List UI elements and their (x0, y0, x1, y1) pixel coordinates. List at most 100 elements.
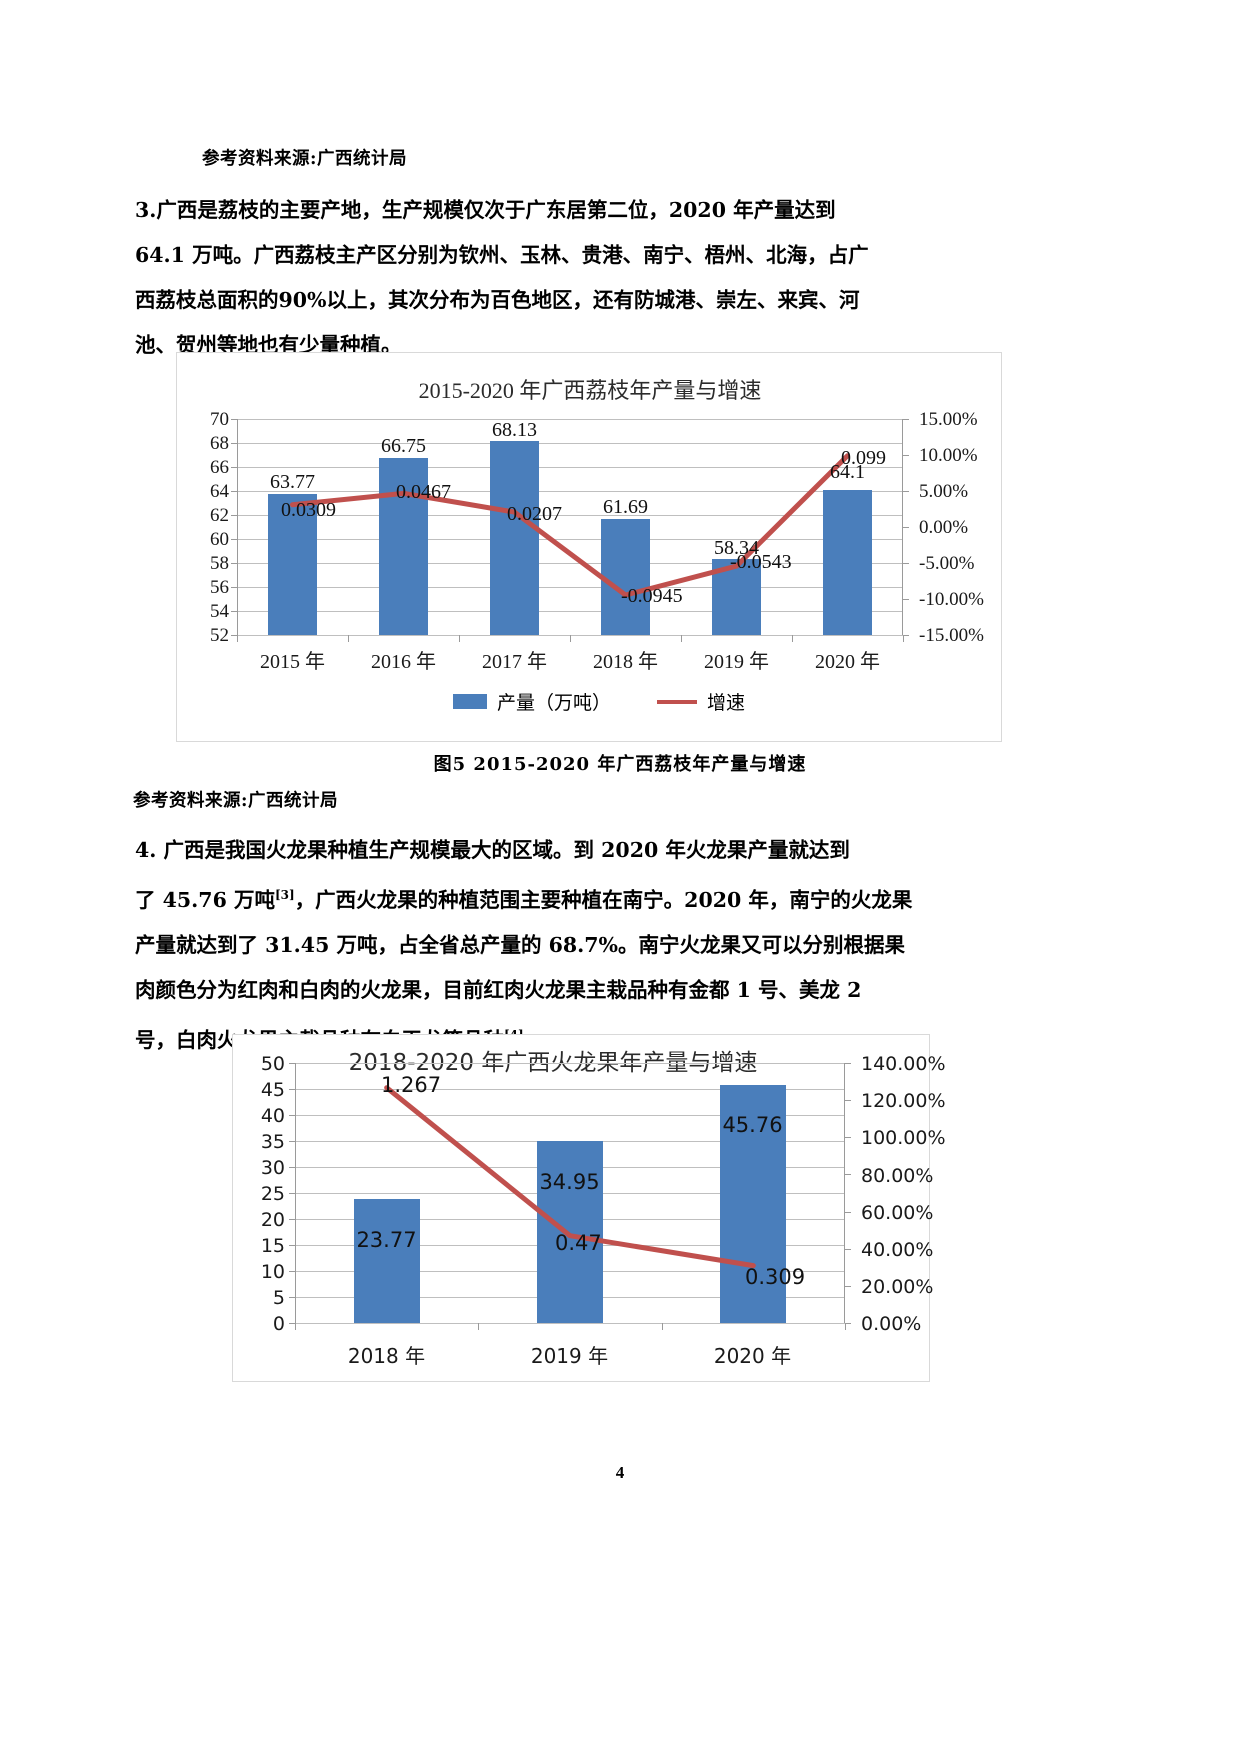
chart2-xtick-1: 2019 年 (530, 1344, 609, 1368)
y2-tick (845, 1063, 851, 1064)
y2-tick (845, 1174, 851, 1176)
page-number: 4 (615, 1463, 625, 1482)
y-tick (289, 1063, 295, 1064)
y2-tick (903, 527, 909, 528)
chart2-ytick-5: 25 (260, 1183, 285, 1205)
chart2-ytick-10: 0 (272, 1313, 285, 1335)
chart1-line-label-1: 0.0467 (396, 481, 451, 503)
paragraph-3-line-3: 西荔枝总面积的90%以上，其次分布为百色地区，还有防城港、崇左、来宾、河 (135, 288, 860, 312)
gridline (295, 1323, 845, 1324)
growth-rate-line (290, 453, 850, 598)
chart1-title: 2015-2020 年广西荔枝年产量与增速 (418, 378, 762, 403)
gridline (237, 491, 903, 492)
y-tick (289, 1167, 295, 1168)
y2-tick (903, 563, 909, 564)
chart1-y2tick-0: 15.00% (919, 409, 978, 430)
chart1-bar-label-0: 63.77 (270, 471, 315, 493)
x-tick (478, 1323, 480, 1330)
x-tick (348, 635, 349, 642)
legend-line-swatch-icon (657, 699, 698, 704)
y2-tick (845, 1211, 851, 1213)
chart1-ytick-0: 70 (210, 409, 229, 430)
y-tick (289, 1245, 295, 1246)
y-tick (231, 419, 237, 420)
chart2-y2tick-0: 140.00% (861, 1053, 946, 1075)
chart2-xtick-2: 2020 年 (713, 1344, 792, 1368)
paragraph-4-line-2: 了 45.76 万吨[3]，广西火龙果的种植范围主要种植在南宁。2020 年，南… (135, 873, 1040, 923)
y-tick (231, 539, 237, 540)
y2-tick (845, 1137, 851, 1139)
chart2-line-label-0: 1.267 (381, 1073, 442, 1097)
chart2-ytick-4: 30 (260, 1157, 285, 1179)
bar (353, 1199, 420, 1323)
paragraph-4-line-3: 产量就达到了 31.45 万吨，占全省总产量的 68.7%。南宁火龙果又可以分别… (135, 932, 906, 957)
legend-bar-swatch-icon (453, 694, 487, 709)
y-tick (231, 467, 237, 468)
y2-tick (845, 1323, 851, 1324)
bar (537, 1141, 603, 1323)
chart-dragonfruit-production: 2018-2020 年广西火龙果年产量与增速 50 45 40 35 30 25… (232, 1034, 946, 1382)
y2-tick (845, 1285, 851, 1287)
paragraph-4-line-1: 4. 广西是我国火龙果种植生产规模最大的区域。到 2020 年火龙果产量就达到 (135, 838, 850, 862)
chart1-y2tick-1: 10.00% (919, 445, 978, 466)
chart1-plot-area (231, 419, 909, 642)
gridline (295, 1089, 845, 1090)
chart2-y2tick-2: 100.00% (861, 1127, 946, 1149)
chart1-bar-label-5: 64.1 (830, 461, 865, 483)
chart1-ytick-7: 56 (210, 577, 229, 598)
x-tick (681, 635, 682, 642)
y2-tick (845, 1100, 851, 1102)
y-tick (231, 563, 237, 564)
chart1-line-label-3: -0.0945 (621, 585, 683, 607)
chart1-y2tick-5: -10.00% (919, 589, 984, 610)
y-axis-line (295, 1063, 296, 1323)
chart1-bar-label-1: 66.75 (381, 435, 426, 457)
paragraph-4-line-4: 肉颜色分为红肉和白肉的火龙果，目前红肉火龙果主栽品种有金都 1 号、美龙 2 (135, 977, 862, 1002)
y-tick (289, 1115, 295, 1116)
y-tick (289, 1193, 295, 1194)
chart1-bar-label-4: 58.34 (714, 537, 759, 559)
chart-lychee-production: 2015-2020 年广西荔枝年产量与增速 70 68 66 64 62 60 … (176, 352, 1002, 742)
y2-tick (903, 491, 909, 492)
source-note-bottom: 参考资料来源:广西统计局 (133, 791, 338, 811)
bar (267, 493, 318, 635)
y-tick (231, 515, 237, 516)
chart2-bar-label-2: 45.76 (722, 1113, 783, 1137)
y-tick (231, 443, 237, 444)
y2-axis-line (902, 419, 903, 635)
figure-5-caption: 图5 2015-2020 年广西荔枝年产量与增速 (433, 754, 807, 775)
chart1-ytick-3: 64 (210, 481, 229, 502)
chart1-bar-label-2: 68.13 (492, 419, 537, 441)
y-tick (231, 491, 237, 492)
y2-tick (903, 599, 909, 600)
chart2-y2tick-5: 40.00% (861, 1239, 934, 1261)
y-axis-line (237, 419, 238, 635)
gridline (295, 1063, 845, 1064)
y-tick (231, 611, 237, 612)
p4-l2-a: 了 45.76 万吨 (135, 887, 275, 912)
x-tick (661, 1323, 663, 1330)
chart1-legend-item-1: 增速 (707, 693, 746, 714)
bar (378, 458, 429, 635)
y2-axis-line (844, 1063, 845, 1323)
gridline (237, 515, 903, 516)
paragraph-3: 3.广西是荔枝的主要产地，生产规模仅次于广东居第二位，2020 年产量达到 64… (135, 188, 1040, 368)
chart2-bar-label-0: 23.77 (356, 1228, 417, 1252)
x-tick (792, 635, 793, 642)
x-tick (570, 635, 571, 642)
chart1-ytick-8: 54 (210, 601, 229, 622)
chart1-y2tick-4: -5.00% (919, 553, 975, 574)
chart1-line-label-4: -0.0543 (730, 551, 792, 573)
chart1-ytick-9: 52 (210, 625, 229, 646)
chart1-bar-label-3: 61.69 (603, 496, 648, 518)
y2-tick (903, 419, 909, 420)
bar (822, 489, 873, 635)
chart1-y2tick-2: 5.00% (919, 481, 969, 502)
chart1-line-label-2: 0.0207 (507, 503, 562, 525)
x-tick (903, 635, 904, 642)
x-tick (295, 1323, 296, 1330)
x-tick (237, 635, 238, 642)
chart1-xtick-1: 2016 年 (371, 651, 436, 673)
y-tick (289, 1271, 295, 1272)
y-tick (289, 1089, 295, 1090)
